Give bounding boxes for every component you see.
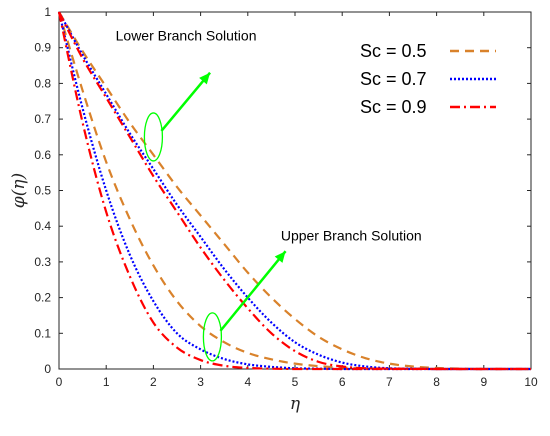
y-tick-label: 0.9 [34,41,51,55]
series-line-sc-0-9-lower [58,11,531,371]
y-tick-label: 1 [44,5,51,19]
x-tick-label: 0 [56,375,63,389]
series-line-sc-0-7-upper [57,11,531,371]
x-tick-label: 3 [197,375,204,389]
annotation-arrowhead [199,72,211,85]
x-tick-label: 6 [339,375,346,389]
x-tick-label: 4 [244,375,251,389]
y-tick-label: 0.3 [34,255,51,269]
series-line-sc-0-9-upper [57,11,531,371]
y-tick-label: 0.1 [34,326,51,340]
y-tick-label: 0.6 [34,148,51,162]
y-axis-label: φ(η) [9,173,29,208]
x-tick-label: 1 [103,375,110,389]
annotation-arrow [160,71,211,132]
annotation-arrowhead [274,251,286,263]
y-tick-label: 0.2 [34,291,51,305]
x-tick-label: 7 [386,375,393,389]
annotation-arrow [219,250,287,332]
legend-label: Sc = 0.5 [360,41,427,61]
legend: Sc = 0.5 Sc = 0.7 Sc = 0.9 [360,41,496,117]
y-tick-label: 0.5 [34,184,51,198]
x-tick-label: 8 [433,375,440,389]
x-tick-label: 5 [292,375,299,389]
y-tick-label: 0 [44,362,51,376]
annotation-label: Lower Branch Solution [116,28,257,44]
series-lines [57,11,532,371]
legend-label: Sc = 0.9 [360,97,427,117]
y-tick-label: 0.4 [34,219,51,233]
series-line-sc-0-7-lower [58,11,531,371]
legend-label: Sc = 0.7 [360,69,427,89]
x-tick-label: 9 [480,375,487,389]
x-tick-label: 2 [150,375,157,389]
y-tick-label: 0.8 [34,76,51,90]
x-axis-label: η [290,394,301,414]
plot-area [58,11,532,370]
annotation-label: Upper Branch Solution [281,227,422,243]
annotation-ellipse [202,312,223,362]
annotations: Lower Branch Solution Upper Branch Soluti… [116,28,422,362]
annotation-ellipse [143,112,164,162]
x-tick-label: 10 [524,375,538,389]
axis-ticks: 0 1 2 3 4 5 6 7 8 9 10 0 0.1 0.2 0.3 0.4 0.5 0.6 0.7 0.8 0.9… [34,5,538,389]
y-tick-label: 0.7 [34,112,51,126]
